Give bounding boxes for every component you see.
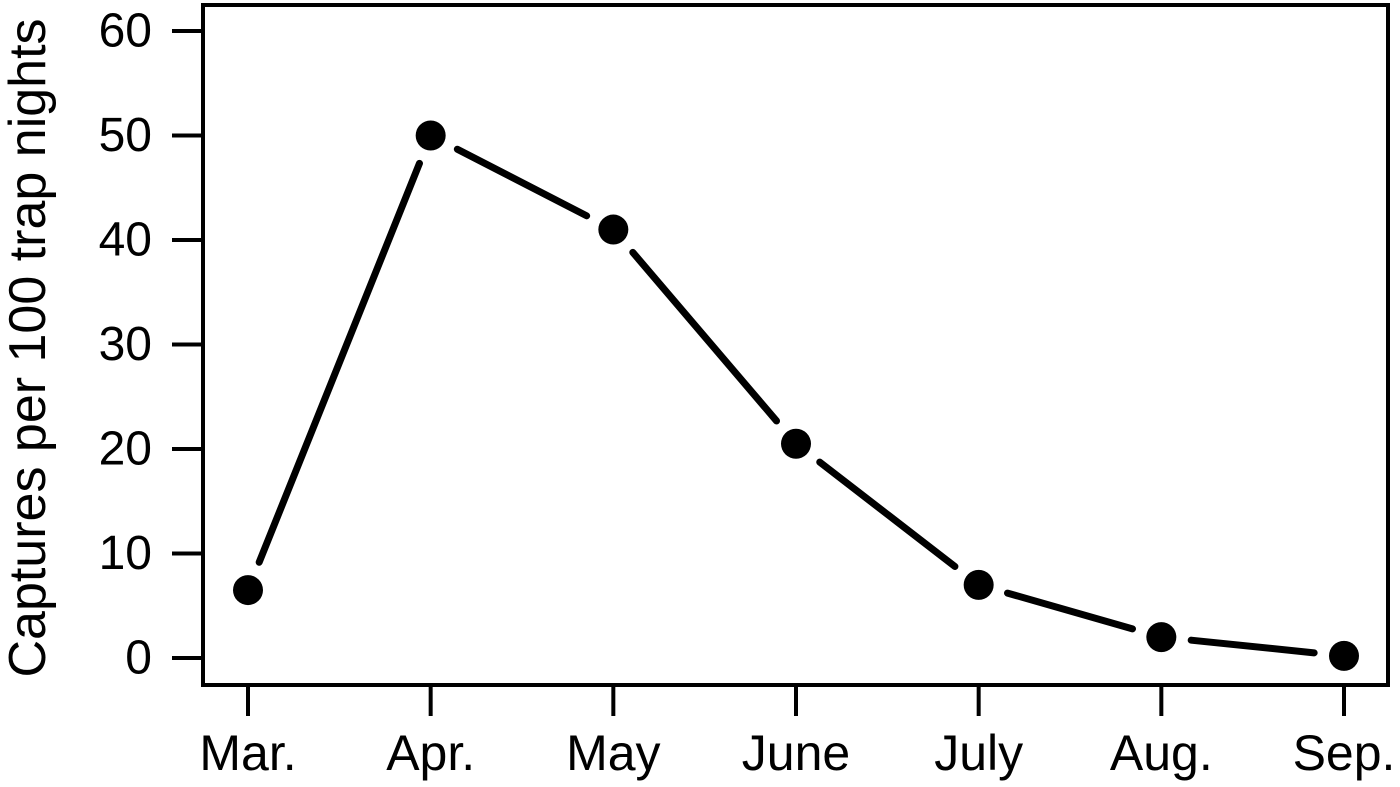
- x-axis-tick-label: May: [566, 725, 660, 781]
- line-segment: [629, 248, 781, 425]
- x-axis-tick-label: Sep.: [1293, 725, 1396, 781]
- x-axis-tick-label: Apr.: [386, 725, 475, 781]
- y-axis-tick-label: 60: [99, 5, 152, 58]
- data-point: [781, 428, 811, 459]
- line-segment: [816, 458, 959, 571]
- y-axis-tick-label: 0: [125, 632, 152, 685]
- data-point: [963, 569, 994, 600]
- line-segment: [255, 159, 423, 566]
- x-axis-tick-label: Aug.: [1110, 725, 1213, 781]
- data-point: [598, 214, 629, 245]
- line-segment: [453, 145, 591, 220]
- line-segment: [1004, 589, 1136, 633]
- x-axis-tick-label: July: [934, 725, 1023, 781]
- data-point: [1329, 640, 1359, 671]
- y-axis-tick-label: 20: [99, 423, 152, 476]
- data-point: [415, 120, 446, 151]
- data-point: [233, 575, 263, 606]
- y-axis-tick-label: 50: [99, 109, 152, 162]
- y-axis-title: Captures per 100 trap nights: [0, 18, 57, 677]
- x-axis-tick-label: Mar.: [199, 725, 296, 781]
- x-axis-tick-label: June: [742, 725, 850, 781]
- plot-border: [201, 3, 1390, 687]
- data-point: [1146, 622, 1177, 653]
- y-axis-tick-label: 30: [99, 318, 152, 371]
- y-axis-tick-label: 40: [99, 214, 152, 267]
- line-segment: [1187, 636, 1318, 657]
- y-axis-tick-label: 10: [99, 527, 152, 580]
